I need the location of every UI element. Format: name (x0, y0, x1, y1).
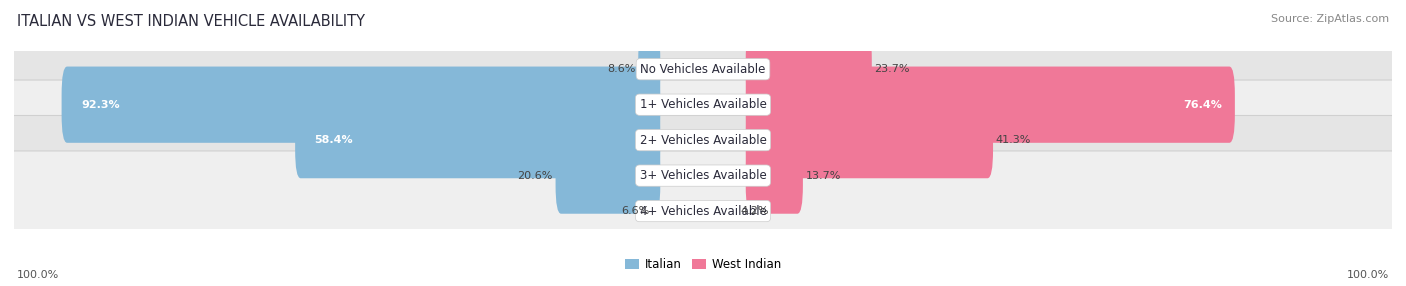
Text: 76.4%: 76.4% (1184, 100, 1222, 110)
FancyBboxPatch shape (295, 102, 661, 178)
Text: 23.7%: 23.7% (875, 64, 910, 74)
Text: 58.4%: 58.4% (315, 135, 353, 145)
Text: 4.2%: 4.2% (740, 206, 769, 216)
FancyBboxPatch shape (745, 138, 803, 214)
Text: Source: ZipAtlas.com: Source: ZipAtlas.com (1271, 14, 1389, 24)
Text: 6.6%: 6.6% (621, 206, 650, 216)
Text: 100.0%: 100.0% (1347, 270, 1389, 280)
Text: 92.3%: 92.3% (82, 100, 120, 110)
Text: 13.7%: 13.7% (806, 171, 841, 180)
Text: 3+ Vehicles Available: 3+ Vehicles Available (640, 169, 766, 182)
Text: 8.6%: 8.6% (607, 64, 636, 74)
FancyBboxPatch shape (6, 151, 1400, 271)
FancyBboxPatch shape (555, 138, 661, 214)
FancyBboxPatch shape (62, 67, 661, 143)
FancyBboxPatch shape (6, 80, 1400, 200)
Text: 41.3%: 41.3% (995, 135, 1031, 145)
Text: 100.0%: 100.0% (17, 270, 59, 280)
Text: ITALIAN VS WEST INDIAN VEHICLE AVAILABILITY: ITALIAN VS WEST INDIAN VEHICLE AVAILABIL… (17, 14, 366, 29)
Text: 4+ Vehicles Available: 4+ Vehicles Available (640, 204, 766, 218)
Text: 20.6%: 20.6% (517, 171, 553, 180)
FancyBboxPatch shape (638, 31, 661, 107)
Text: No Vehicles Available: No Vehicles Available (640, 63, 766, 76)
FancyBboxPatch shape (6, 116, 1400, 236)
Text: 1+ Vehicles Available: 1+ Vehicles Available (640, 98, 766, 111)
FancyBboxPatch shape (6, 45, 1400, 165)
FancyBboxPatch shape (6, 9, 1400, 129)
FancyBboxPatch shape (745, 31, 872, 107)
FancyBboxPatch shape (745, 102, 993, 178)
Text: 2+ Vehicles Available: 2+ Vehicles Available (640, 134, 766, 147)
Legend: Italian, West Indian: Italian, West Indian (620, 254, 786, 276)
FancyBboxPatch shape (745, 67, 1234, 143)
